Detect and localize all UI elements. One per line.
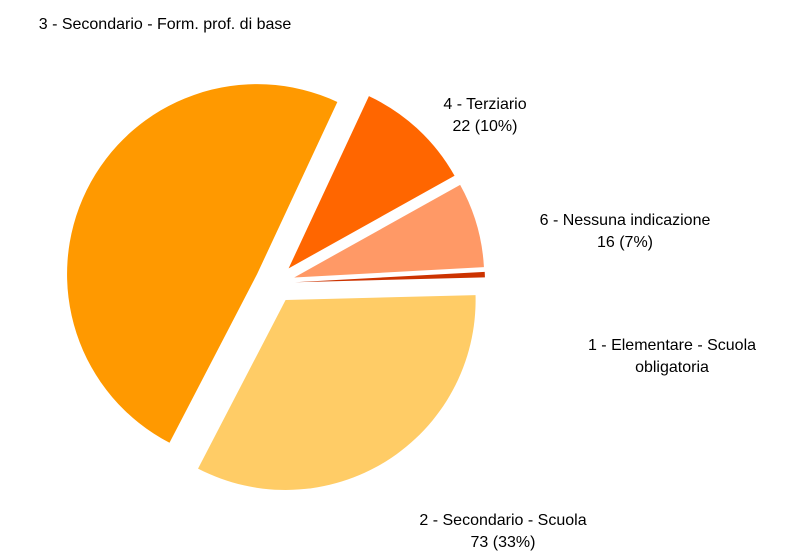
category-label: 6 - Nessuna indicazione xyxy=(539,212,711,229)
category-label: 3 - Secondario - Form. prof. di base xyxy=(38,16,292,33)
value-label: 73 (33%) xyxy=(470,534,536,551)
slice-label: 2 - Secondario - Scuola 73 (33%) xyxy=(373,510,633,554)
value-label: 22 (10%) xyxy=(452,118,518,135)
slice-label: 3 - Secondario - Form. prof. di base xyxy=(15,14,315,36)
slice-label: 1 - Elementare - Scuola obligatoria xyxy=(552,335,792,379)
pie-slice xyxy=(294,271,485,283)
category-label: 4 - Terziario xyxy=(443,96,527,113)
pie-slice xyxy=(288,96,455,269)
category-label: 1 - Elementare - Scuola obligatoria xyxy=(587,337,757,376)
pie-slice xyxy=(67,84,338,443)
value-label: 16 (7%) xyxy=(596,234,654,251)
slice-label: 4 - Terziario 22 (10%) xyxy=(385,94,585,138)
category-label: 2 - Secondario - Scuola xyxy=(419,512,587,529)
pie-slice xyxy=(198,295,476,490)
pie-slice xyxy=(294,184,484,278)
slice-label: 6 - Nessuna indicazione 16 (7%) xyxy=(495,210,755,254)
